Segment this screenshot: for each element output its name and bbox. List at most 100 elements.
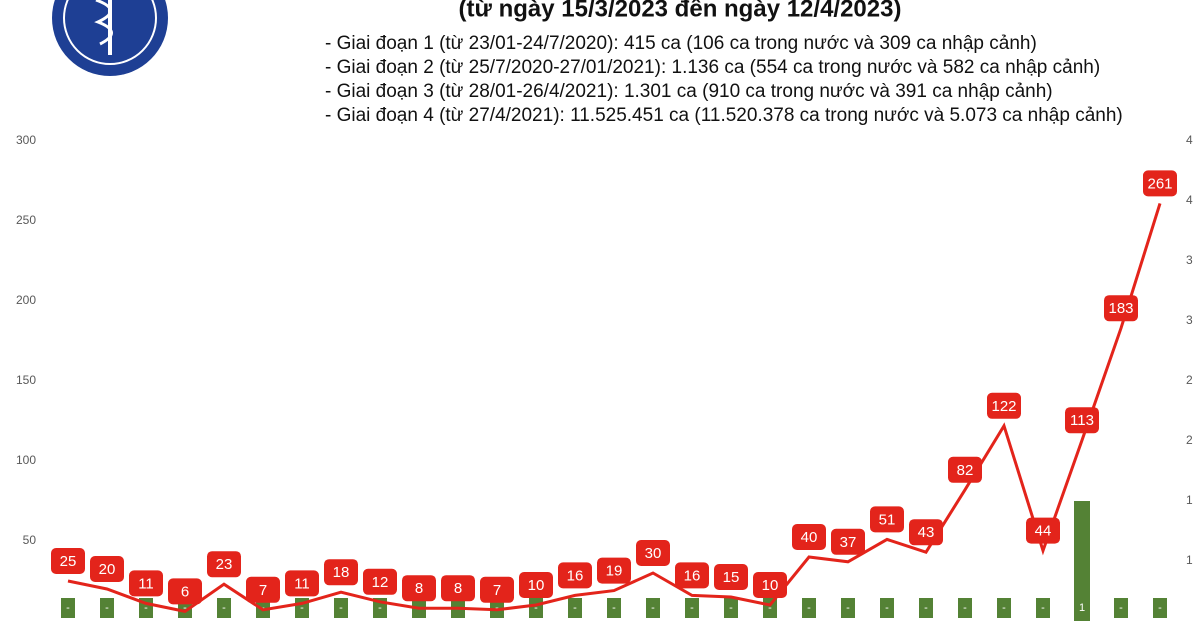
y-tick-label: 150 bbox=[16, 373, 36, 387]
y2-tick-label: 3 bbox=[1186, 313, 1193, 327]
data-label: 82 bbox=[957, 462, 974, 479]
bar-label: - bbox=[66, 602, 70, 614]
note: - Giai đoạn 2 (từ 25/7/2020-27/01/2021):… bbox=[325, 57, 1100, 78]
bar-label-box bbox=[919, 598, 933, 618]
bar-label: - bbox=[924, 602, 928, 614]
bar-label-box bbox=[1114, 598, 1128, 618]
data-label-box bbox=[402, 575, 436, 602]
y-tick-label: 50 bbox=[23, 533, 37, 547]
data-label: 7 bbox=[259, 582, 267, 599]
bar-label-box bbox=[1075, 598, 1089, 618]
bar-label-box bbox=[490, 598, 504, 618]
notes: - Giai đoạn 1 (từ 23/01-24/7/2020): 415 … bbox=[325, 33, 1123, 126]
bar bbox=[1074, 501, 1090, 621]
data-label: 37 bbox=[840, 534, 857, 551]
data-label: 8 bbox=[454, 580, 462, 597]
data-label: 11 bbox=[294, 575, 310, 592]
data-label: 20 bbox=[99, 561, 116, 578]
data-label: 183 bbox=[1108, 300, 1133, 317]
data-label: 261 bbox=[1147, 175, 1172, 192]
bar-label: - bbox=[495, 602, 499, 614]
bar-label-box bbox=[880, 598, 894, 618]
data-label: 19 bbox=[606, 563, 623, 580]
bar-label-box bbox=[1153, 598, 1167, 618]
bar-label: - bbox=[807, 602, 811, 614]
data-label-box bbox=[909, 519, 943, 546]
data-label: 16 bbox=[684, 567, 701, 584]
bar-label: - bbox=[339, 602, 343, 614]
data-label-box bbox=[675, 562, 709, 589]
data-label-box bbox=[714, 564, 748, 590]
data-label-box bbox=[558, 562, 592, 589]
data-label-box bbox=[90, 556, 124, 582]
data-label: 30 bbox=[645, 545, 662, 562]
data-label: 7 bbox=[493, 582, 501, 599]
bar-label-box bbox=[802, 598, 816, 618]
data-label: 16 bbox=[567, 567, 584, 584]
bar-label: - bbox=[651, 602, 655, 614]
data-label-box bbox=[285, 570, 319, 597]
bar-label-box bbox=[1036, 598, 1050, 618]
data-label-box bbox=[363, 568, 397, 595]
y2-tick-label: 2 bbox=[1186, 433, 1193, 447]
data-label-box bbox=[480, 576, 514, 603]
logo bbox=[52, 0, 168, 76]
bar-label-box bbox=[256, 598, 270, 618]
bar-label: - bbox=[261, 602, 265, 614]
data-label-box bbox=[168, 578, 202, 605]
y2-tick-label: 4 bbox=[1186, 193, 1193, 207]
data-label-box bbox=[129, 570, 163, 597]
data-label-box bbox=[519, 572, 553, 598]
bar-label-box bbox=[997, 598, 1011, 618]
bar-label: - bbox=[183, 602, 187, 614]
bar-label-box bbox=[61, 598, 75, 618]
y2-tick-label: 3 bbox=[1186, 253, 1193, 267]
data-label-box bbox=[207, 551, 241, 578]
data-label: 10 bbox=[762, 577, 779, 594]
data-label: 10 bbox=[528, 577, 545, 594]
y-tick-label: 200 bbox=[16, 293, 36, 307]
y2-tick-label: 1 bbox=[1186, 493, 1193, 507]
data-label-box bbox=[246, 576, 280, 603]
note: - Giai đoạn 4 (từ 27/4/2021): 11.525.451… bbox=[325, 105, 1123, 126]
data-label-box bbox=[792, 524, 826, 550]
data-label-box bbox=[597, 557, 631, 584]
bar-label: - bbox=[144, 602, 148, 614]
bar-label: - bbox=[885, 602, 889, 614]
bar-label: - bbox=[1041, 602, 1045, 614]
y-tick-label: 250 bbox=[16, 213, 36, 227]
bar-label: - bbox=[1002, 602, 1006, 614]
y-tick-label: 300 bbox=[16, 133, 36, 147]
bar-label: 1 bbox=[1079, 602, 1085, 614]
bar-label: - bbox=[573, 602, 577, 614]
data-label: 44 bbox=[1035, 523, 1052, 540]
data-label-box bbox=[1065, 407, 1099, 434]
bar-label-box bbox=[958, 598, 972, 618]
bar-label: - bbox=[378, 602, 382, 614]
bar-label: - bbox=[1119, 602, 1123, 614]
bar-label: - bbox=[300, 602, 304, 614]
bar-label-box bbox=[334, 598, 348, 618]
bar-label: - bbox=[768, 602, 772, 614]
data-label: 25 bbox=[60, 553, 77, 570]
bar-label: - bbox=[612, 602, 616, 614]
bar-label: - bbox=[105, 602, 109, 614]
bar-label: - bbox=[963, 602, 967, 614]
data-label-box bbox=[1104, 295, 1138, 322]
bar-label-box bbox=[100, 598, 114, 618]
y-tick-label: 100 bbox=[16, 453, 36, 467]
data-label: 18 bbox=[333, 564, 350, 581]
y2-tick-label: 1 bbox=[1186, 553, 1193, 567]
data-label-box bbox=[1143, 170, 1177, 197]
data-label-box bbox=[987, 392, 1021, 419]
data-label: 11 bbox=[138, 575, 154, 592]
data-label: 15 bbox=[723, 569, 740, 586]
bar-label-box bbox=[217, 598, 231, 618]
bar-label: - bbox=[1158, 602, 1162, 614]
bar-label-box bbox=[841, 598, 855, 618]
data-label-box bbox=[831, 528, 865, 555]
y2-tick-label: 2 bbox=[1186, 373, 1193, 387]
data-label: 40 bbox=[801, 529, 818, 546]
